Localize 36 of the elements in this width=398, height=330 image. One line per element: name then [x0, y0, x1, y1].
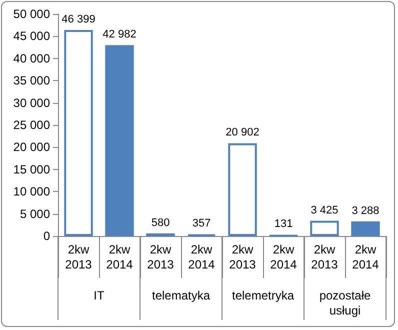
data-label: 357	[192, 218, 211, 230]
x-tick-label: 2kw 2013	[311, 242, 338, 272]
x-tick-label: 2kw 2014	[188, 242, 216, 272]
text: pozostałe usługi	[319, 288, 372, 318]
x-tick-label: 2kw 2014	[270, 242, 298, 272]
data-label: 131	[274, 218, 293, 230]
bar	[351, 221, 380, 236]
data-label: 42 982	[102, 28, 136, 41]
y-tick-label: 40 000	[13, 51, 50, 66]
x-tick-label: 2kw 2013	[65, 242, 92, 272]
bar	[105, 45, 134, 236]
y-tick-label: 50 000	[13, 7, 50, 21]
data-label: 580	[151, 216, 170, 229]
y-tick-label: 25 000	[13, 118, 50, 132]
x-tick-label: 2kw 2014	[352, 242, 380, 272]
text: IT	[94, 288, 105, 302]
y-tick-label: 5 000	[20, 206, 50, 221]
y-tick-label: 15 000	[13, 162, 50, 176]
x-tick-label: 2kw 2013	[229, 242, 256, 272]
bar	[64, 30, 93, 236]
text: telematyka	[152, 288, 210, 302]
y-tick-label: 35 000	[13, 74, 50, 88]
data-label: 20 902	[226, 126, 260, 139]
x-tick-label: 2kw 2014	[106, 242, 134, 272]
y-tick-label: 45 000	[13, 29, 50, 44]
y-tick-label: 30 000	[13, 96, 50, 110]
x-tick-label: 2kw 2013	[147, 242, 174, 272]
text: telemetryka	[232, 288, 294, 302]
data-label: 3 288	[352, 204, 380, 217]
y-tick-label: 10 000	[13, 184, 50, 199]
y-tick-label: 0	[43, 229, 50, 243]
y-tick-label: 20 000	[13, 140, 50, 154]
data-label: 3 425	[310, 204, 338, 216]
data-label: 46 399	[62, 13, 96, 26]
bar	[310, 220, 339, 236]
bar	[228, 143, 257, 236]
